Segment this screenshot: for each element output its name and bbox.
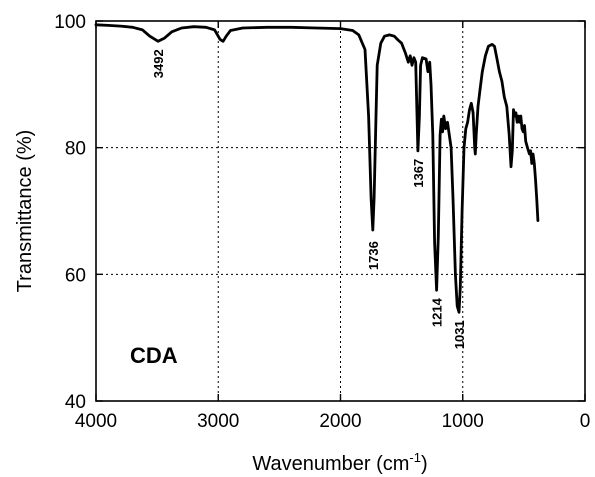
x-tick-label: 3000 <box>197 411 239 432</box>
x-tick-label: 0 <box>580 411 591 432</box>
peak-label-3492: 3492 <box>151 49 166 78</box>
y-axis-title: Transmittance (%) <box>14 130 36 293</box>
y-tick-label: 60 <box>65 265 86 286</box>
y-tick-labels: 40 60 80 100 <box>54 12 86 413</box>
x-tick-labels: 4000 3000 2000 1000 0 <box>75 411 590 432</box>
x-tick-label: 4000 <box>75 411 117 432</box>
peak-label-1214: 1214 <box>430 297 445 327</box>
y-tick-label: 80 <box>65 139 86 160</box>
tick-marks <box>95 20 586 402</box>
peak-labels: 3492 1736 1367 1214 1031 <box>151 49 467 349</box>
peak-label-1031: 1031 <box>452 320 467 349</box>
peak-label-1367: 1367 <box>411 159 426 188</box>
x-axis-title: Wavenumber (cm-1) <box>252 450 427 475</box>
x-axis-title-main: Wavenumber (cm <box>252 453 409 475</box>
sample-label: CDA <box>130 343 178 368</box>
spectrum-line <box>94 23 540 314</box>
x-tick-label: 1000 <box>442 411 484 432</box>
x-axis-title-superscript: -1 <box>409 450 421 465</box>
peak-label-1736: 1736 <box>366 241 381 270</box>
y-tick-label: 40 <box>65 392 86 413</box>
x-axis-title-close: ) <box>421 453 428 475</box>
x-tick-label: 2000 <box>319 411 361 432</box>
y-tick-label: 100 <box>54 12 86 33</box>
